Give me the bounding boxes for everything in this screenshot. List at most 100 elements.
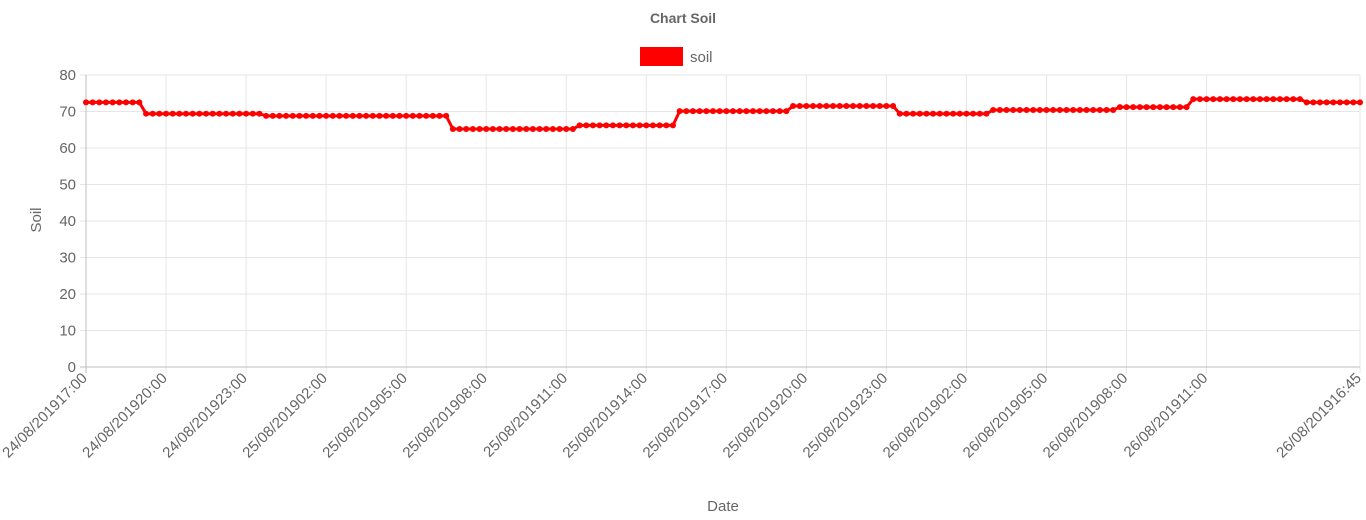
- data-point[interactable]: [943, 110, 950, 117]
- data-point[interactable]: [790, 103, 797, 110]
- data-point[interactable]: [429, 112, 436, 119]
- data-point[interactable]: [663, 122, 670, 129]
- data-point[interactable]: [863, 103, 870, 110]
- data-point[interactable]: [709, 108, 716, 115]
- data-point[interactable]: [363, 112, 370, 119]
- data-point[interactable]: [483, 126, 490, 133]
- data-point[interactable]: [1163, 104, 1170, 111]
- data-point[interactable]: [950, 110, 957, 117]
- data-point[interactable]: [629, 122, 636, 129]
- data-point[interactable]: [1296, 96, 1303, 103]
- data-point[interactable]: [136, 99, 143, 106]
- data-point[interactable]: [609, 122, 616, 129]
- data-point[interactable]: [596, 122, 603, 129]
- data-point[interactable]: [976, 110, 983, 117]
- data-point[interactable]: [1070, 107, 1077, 114]
- data-point[interactable]: [1076, 107, 1083, 114]
- data-point[interactable]: [509, 126, 516, 133]
- data-point[interactable]: [1357, 99, 1363, 106]
- data-point[interactable]: [1303, 99, 1310, 106]
- data-point[interactable]: [1136, 104, 1143, 111]
- data-point[interactable]: [1143, 104, 1150, 111]
- data-point[interactable]: [756, 108, 763, 115]
- data-point[interactable]: [443, 112, 450, 119]
- data-point[interactable]: [369, 112, 376, 119]
- data-point[interactable]: [316, 112, 323, 119]
- data-point[interactable]: [1190, 96, 1197, 103]
- data-point[interactable]: [1263, 96, 1270, 103]
- data-point[interactable]: [289, 112, 296, 119]
- data-point[interactable]: [1290, 96, 1297, 103]
- data-point[interactable]: [643, 122, 650, 129]
- data-point[interactable]: [623, 122, 630, 129]
- data-point[interactable]: [529, 126, 536, 133]
- data-point[interactable]: [1150, 104, 1157, 111]
- data-point[interactable]: [243, 110, 250, 117]
- data-point[interactable]: [323, 112, 330, 119]
- data-point[interactable]: [1310, 99, 1317, 106]
- data-point[interactable]: [1350, 99, 1357, 106]
- data-point[interactable]: [810, 103, 817, 110]
- data-point[interactable]: [1336, 99, 1343, 106]
- data-point[interactable]: [1276, 96, 1283, 103]
- data-point[interactable]: [263, 112, 270, 119]
- data-point[interactable]: [903, 110, 910, 117]
- data-point[interactable]: [1050, 107, 1057, 114]
- data-point[interactable]: [329, 112, 336, 119]
- data-point[interactable]: [716, 108, 723, 115]
- data-point[interactable]: [209, 110, 216, 117]
- data-point[interactable]: [349, 112, 356, 119]
- data-point[interactable]: [1016, 107, 1023, 114]
- data-point[interactable]: [269, 112, 276, 119]
- data-point[interactable]: [1130, 104, 1137, 111]
- data-point[interactable]: [1330, 99, 1337, 106]
- data-point[interactable]: [1216, 96, 1223, 103]
- data-point[interactable]: [923, 110, 930, 117]
- data-point[interactable]: [1063, 107, 1070, 114]
- data-point[interactable]: [396, 112, 403, 119]
- data-point[interactable]: [223, 110, 230, 117]
- data-point[interactable]: [850, 103, 857, 110]
- data-point[interactable]: [1003, 107, 1010, 114]
- data-point[interactable]: [1170, 104, 1177, 111]
- data-point[interactable]: [203, 110, 210, 117]
- data-point[interactable]: [1043, 107, 1050, 114]
- data-point[interactable]: [1230, 96, 1237, 103]
- data-point[interactable]: [1243, 96, 1250, 103]
- data-point[interactable]: [456, 126, 463, 133]
- data-point[interactable]: [409, 112, 416, 119]
- data-point[interactable]: [516, 126, 523, 133]
- data-point[interactable]: [249, 110, 256, 117]
- data-point[interactable]: [890, 103, 897, 110]
- data-point[interactable]: [503, 126, 510, 133]
- data-point[interactable]: [1023, 107, 1030, 114]
- data-point[interactable]: [423, 112, 430, 119]
- data-point[interactable]: [1030, 107, 1037, 114]
- data-point[interactable]: [436, 112, 443, 119]
- data-point[interactable]: [283, 112, 290, 119]
- data-point[interactable]: [956, 110, 963, 117]
- data-point[interactable]: [176, 110, 183, 117]
- data-point[interactable]: [1323, 99, 1330, 106]
- data-point[interactable]: [183, 110, 190, 117]
- data-point[interactable]: [1036, 107, 1043, 114]
- data-point[interactable]: [129, 99, 136, 106]
- data-point[interactable]: [1090, 107, 1097, 114]
- data-point[interactable]: [743, 108, 750, 115]
- data-point[interactable]: [383, 112, 390, 119]
- data-point[interactable]: [416, 112, 423, 119]
- data-point[interactable]: [1316, 99, 1323, 106]
- data-point[interactable]: [676, 108, 683, 115]
- data-point[interactable]: [449, 126, 456, 133]
- data-point[interactable]: [783, 108, 790, 115]
- legend[interactable]: soil: [640, 47, 713, 66]
- data-point[interactable]: [576, 122, 583, 129]
- data-point[interactable]: [930, 110, 937, 117]
- data-point[interactable]: [156, 110, 163, 117]
- data-point[interactable]: [196, 110, 203, 117]
- data-point[interactable]: [669, 122, 676, 129]
- data-point[interactable]: [696, 108, 703, 115]
- data-point[interactable]: [589, 122, 596, 129]
- data-point[interactable]: [750, 108, 757, 115]
- data-point[interactable]: [936, 110, 943, 117]
